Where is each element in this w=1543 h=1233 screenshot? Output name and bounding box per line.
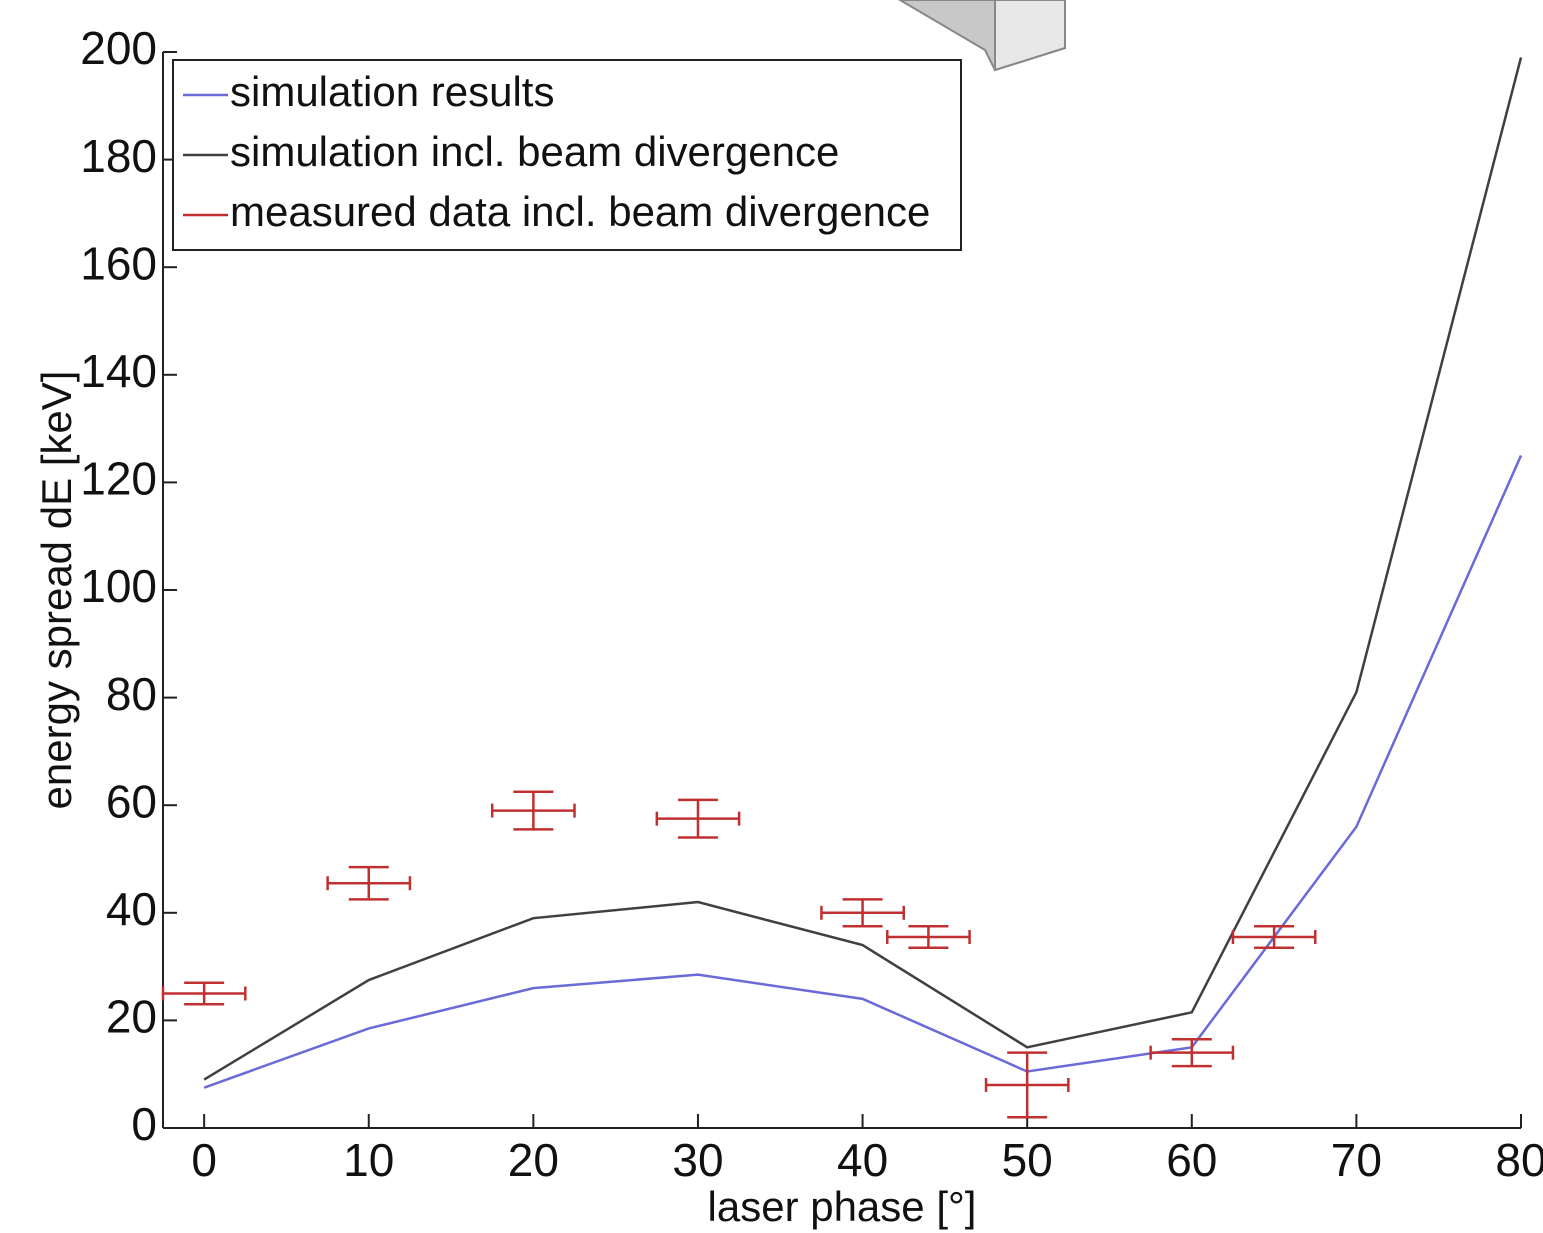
error-bar	[492, 792, 574, 830]
y-tick-label: 200	[80, 22, 157, 74]
y-tick-label: 40	[106, 883, 157, 935]
x-tick-label: 80	[1495, 1134, 1543, 1186]
y-tick-label: 160	[80, 237, 157, 289]
error-bar	[887, 926, 969, 948]
error-bar	[657, 800, 739, 838]
y-tick-label: 60	[106, 775, 157, 827]
y-tick-label: 0	[131, 1098, 157, 1150]
x-tick-label: 20	[508, 1134, 559, 1186]
x-tick-label: 10	[343, 1134, 394, 1186]
y-tick-label: 80	[106, 668, 157, 720]
legend-label: measured data incl. beam divergence	[230, 188, 930, 235]
series-line	[204, 456, 1521, 1088]
y-tick-label: 180	[80, 130, 157, 182]
x-tick-label: 60	[1166, 1134, 1217, 1186]
x-tick-label: 0	[191, 1134, 217, 1186]
error-bar	[328, 867, 410, 899]
y-tick-label: 100	[80, 560, 157, 612]
y-tick-label: 140	[80, 345, 157, 397]
y-tick-label: 20	[106, 991, 157, 1043]
x-tick-label: 40	[837, 1134, 888, 1186]
y-tick-label: 120	[80, 453, 157, 505]
error-bar	[986, 1053, 1068, 1118]
error-bar	[163, 983, 245, 1005]
x-tick-label: 50	[1002, 1134, 1053, 1186]
x-tick-label: 70	[1331, 1134, 1382, 1186]
error-bar	[821, 899, 903, 926]
error-bar	[1151, 1039, 1233, 1066]
error-bar	[1233, 926, 1315, 948]
y-axis-label: energy spread dE [keV]	[33, 371, 80, 810]
legend-label: simulation incl. beam divergence	[230, 128, 839, 175]
x-tick-label: 30	[672, 1134, 723, 1186]
legend-label: simulation results	[230, 68, 554, 115]
chart: laser phase [°] energy spread dE [keV] 0…	[0, 0, 1543, 1233]
x-axis-label: laser phase [°]	[708, 1183, 977, 1230]
